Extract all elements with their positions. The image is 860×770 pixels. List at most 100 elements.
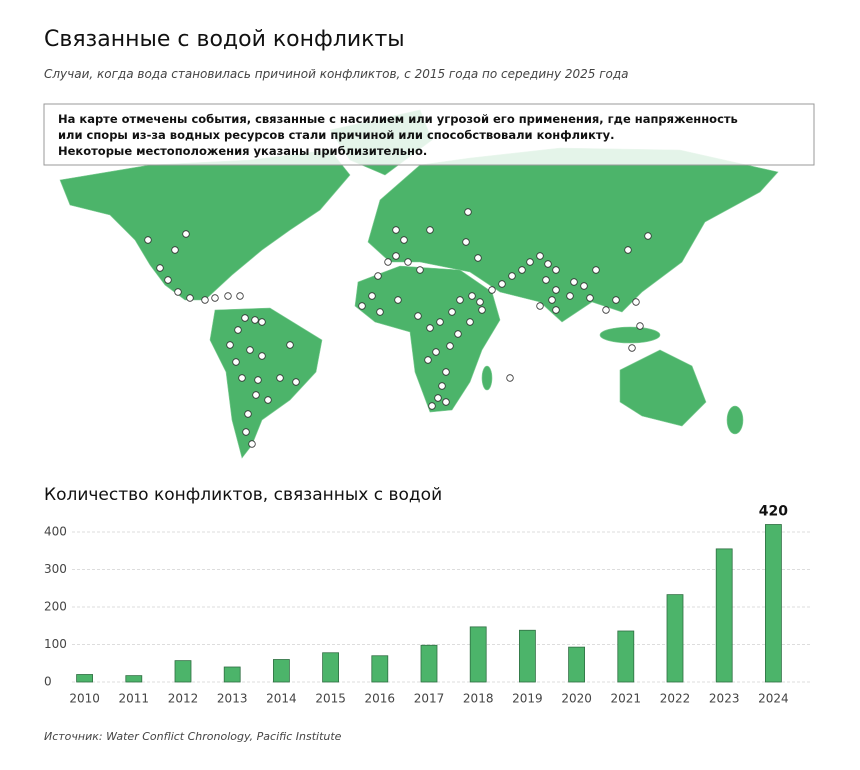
bar — [371, 655, 389, 683]
value-label: 420 — [759, 504, 788, 520]
event-dot — [506, 374, 514, 382]
event-dot — [442, 398, 450, 406]
event-dot — [542, 276, 550, 284]
event-dots — [144, 208, 652, 448]
event-dot — [426, 226, 434, 234]
event-dot — [258, 352, 266, 360]
x-tick-label: 2012 — [168, 692, 199, 706]
x-tick-label: 2020 — [561, 692, 592, 706]
landmass — [599, 326, 661, 344]
event-dot — [476, 298, 484, 306]
event-dot — [488, 286, 496, 294]
event-dot — [368, 292, 376, 300]
event-dot — [236, 292, 244, 300]
event-dot — [498, 280, 506, 288]
event-dot — [436, 318, 444, 326]
event-dot — [286, 341, 294, 349]
y-tick-label: 200 — [44, 600, 67, 614]
event-dot — [580, 282, 588, 290]
bar — [765, 524, 782, 683]
landmass — [209, 307, 323, 459]
bar — [617, 630, 635, 683]
event-dot — [232, 358, 240, 366]
y-tick-label: 0 — [44, 675, 52, 689]
x-tick-label: 2013 — [217, 692, 248, 706]
event-dot — [241, 314, 249, 322]
x-tick-label: 2022 — [660, 692, 691, 706]
bar — [174, 660, 192, 683]
landmass — [619, 349, 707, 427]
event-dot — [224, 292, 232, 300]
x-tick-label: 2014 — [266, 692, 297, 706]
event-dot — [394, 296, 402, 304]
x-tick-label: 2021 — [611, 692, 642, 706]
map-note: На карте отмечены события, связанные с н… — [58, 112, 738, 126]
event-dot — [392, 226, 400, 234]
chart-title: Количество конфликтов, связанных с водой — [44, 485, 442, 505]
x-tick-label: 2019 — [512, 692, 543, 706]
event-dot — [628, 344, 636, 352]
event-dot — [602, 306, 610, 314]
event-dot — [464, 208, 472, 216]
event-dot — [432, 348, 440, 356]
event-dot — [251, 316, 259, 324]
event-dot — [164, 276, 172, 284]
event-dot — [636, 322, 644, 330]
event-dot — [624, 246, 632, 254]
event-dot — [434, 394, 442, 402]
note-box — [43, 103, 815, 166]
event-dot — [171, 246, 179, 254]
source: Источник: Water Conflict Chronology, Pac… — [44, 730, 342, 743]
x-tick-label: 2023 — [709, 692, 740, 706]
event-dot — [374, 272, 382, 280]
x-tick-label: 2015 — [315, 692, 346, 706]
event-dot — [468, 292, 476, 300]
event-dot — [264, 396, 272, 404]
y-tick-label: 300 — [44, 562, 67, 576]
bar — [223, 666, 241, 683]
event-dot — [424, 356, 432, 364]
event-dot — [258, 318, 266, 326]
page-title: Связанные с водой конфликты — [44, 27, 405, 52]
bar — [76, 674, 93, 683]
event-dot — [238, 374, 246, 382]
event-dot — [244, 410, 252, 418]
event-dot — [246, 346, 254, 354]
event-dot — [226, 341, 234, 349]
event-dot — [358, 302, 366, 310]
event-dot — [404, 258, 412, 266]
x-tick-label: 2016 — [365, 692, 396, 706]
world-map — [59, 109, 779, 459]
event-dot — [242, 428, 250, 436]
event-dot — [544, 260, 552, 268]
x-tick-label: 2011 — [119, 692, 150, 706]
bar — [469, 626, 487, 683]
x-tick-label: 2024 — [758, 692, 789, 706]
event-dot — [526, 258, 534, 266]
event-dot — [552, 286, 560, 294]
event-dot — [252, 391, 260, 399]
event-dot — [508, 272, 516, 280]
event-dot — [632, 298, 640, 306]
event-dot — [276, 374, 284, 382]
bar — [519, 629, 536, 683]
event-dot — [174, 288, 182, 296]
bar — [125, 675, 143, 683]
event-dot — [518, 266, 526, 274]
event-dot — [548, 296, 556, 304]
event-dot — [612, 296, 620, 304]
landmass — [726, 405, 744, 435]
event-dot — [234, 326, 242, 334]
event-dot — [392, 252, 400, 260]
event-dot — [438, 382, 446, 390]
event-dot — [478, 306, 486, 314]
x-tick-label: 2018 — [463, 692, 494, 706]
bar — [568, 646, 585, 683]
bar — [715, 548, 733, 683]
event-dot — [570, 278, 578, 286]
event-dot — [201, 296, 209, 304]
event-dot — [536, 252, 544, 260]
event-dot — [552, 306, 560, 314]
